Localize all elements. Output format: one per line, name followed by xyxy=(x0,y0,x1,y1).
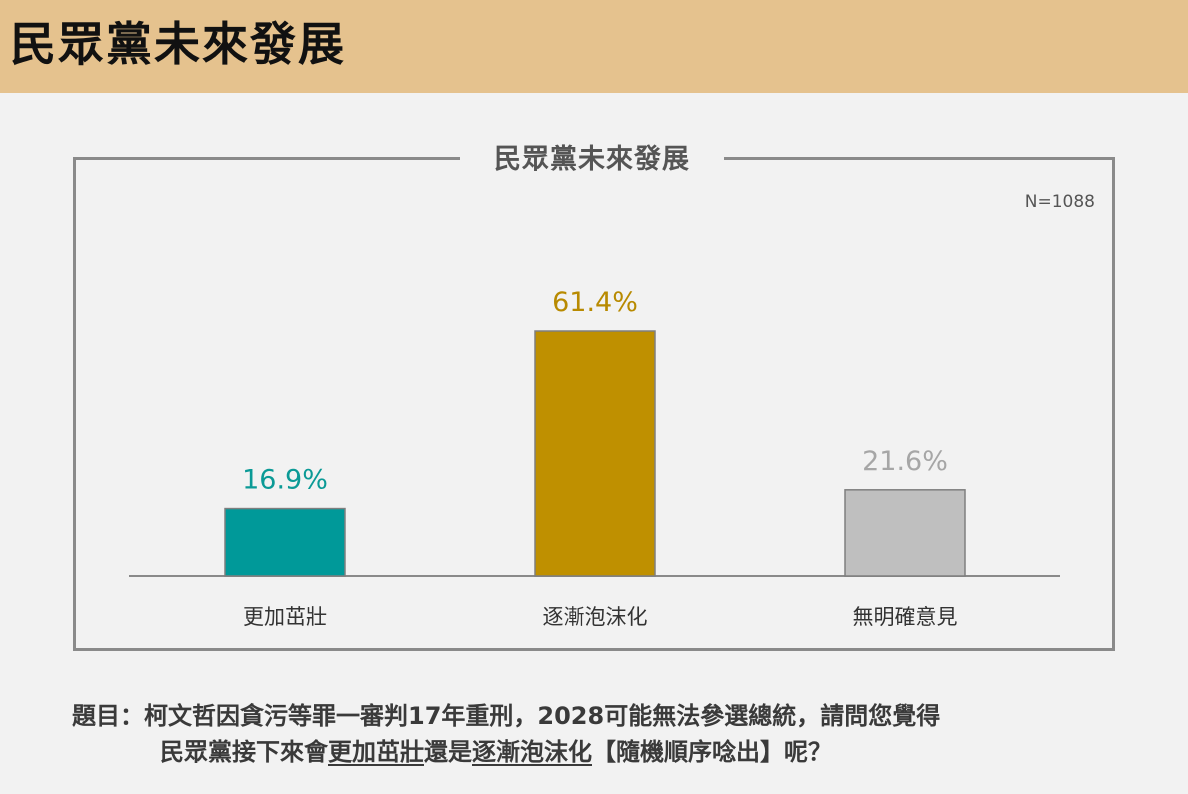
category-label-2: 逐漸泡沫化 xyxy=(543,605,648,629)
sample-size-label: N=1088 xyxy=(1024,192,1095,212)
value-label-2: 61.4% xyxy=(552,287,638,318)
question-text-a: 民眾黨接下來會 xyxy=(160,738,328,766)
option-strengthen-underlined: 更加茁壯 xyxy=(328,738,424,766)
question-line-2: 民眾黨接下來會更加茁壯還是逐漸泡沫化【隨機順序唸出】呢？ xyxy=(72,734,1152,770)
option-bubble-underlined: 逐漸泡沫化 xyxy=(472,738,592,766)
category-label-1: 更加茁壯 xyxy=(243,605,327,629)
value-label-1: 16.9% xyxy=(242,465,328,496)
value-label-3: 21.6% xyxy=(862,446,948,477)
header-bar: 民眾黨未來發展 xyxy=(0,0,1188,93)
bar-2 xyxy=(534,330,656,577)
category-label-3: 無明確意見 xyxy=(853,605,958,629)
bar-1 xyxy=(224,507,346,577)
survey-question: 題目：柯文哲因貪污等罪一審判17年重刑，2028可能無法參選總統，請問您覺得 民… xyxy=(72,698,1152,770)
chart-title: 民眾黨未來發展 xyxy=(460,140,724,180)
question-text-e: 【隨機順序唸出】呢？ xyxy=(592,738,832,766)
question-line-1: 題目：柯文哲因貪污等罪一審判17年重刑，2028可能無法參選總統，請問您覺得 xyxy=(72,702,941,730)
question-text-c: 還是 xyxy=(424,738,472,766)
bar-3 xyxy=(844,489,966,577)
page-title: 民眾黨未來發展 xyxy=(10,17,346,71)
